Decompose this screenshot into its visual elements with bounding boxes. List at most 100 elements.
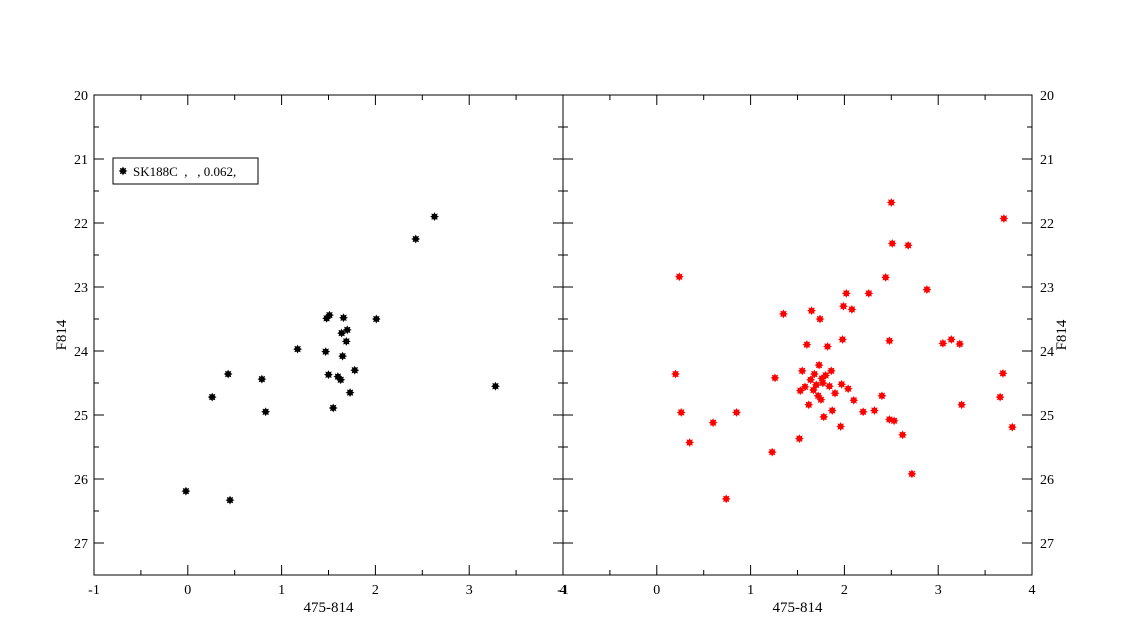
data-point xyxy=(324,370,333,380)
data-point xyxy=(869,406,879,415)
data-point xyxy=(814,360,824,370)
data-point xyxy=(819,412,829,422)
data-point xyxy=(674,272,684,282)
data-point xyxy=(350,365,360,375)
y-tick-label: 20 xyxy=(1040,89,1054,104)
x-tick-label: 3 xyxy=(466,583,473,598)
y-tick-label: 26 xyxy=(1040,473,1054,488)
y-tick-label: 25 xyxy=(74,409,88,424)
data-point xyxy=(721,494,731,504)
y-tick-label: 24 xyxy=(74,345,88,360)
x-tick-label: 1 xyxy=(747,583,754,598)
data-point xyxy=(957,400,967,410)
data-point xyxy=(802,340,812,350)
data-point xyxy=(841,288,851,298)
data-point xyxy=(1007,422,1017,432)
data-point xyxy=(886,198,896,207)
x-tick-label: 1 xyxy=(278,583,285,598)
data-point xyxy=(811,380,821,390)
data-point xyxy=(889,416,899,426)
data-point xyxy=(838,335,847,344)
data-point xyxy=(257,374,267,384)
data-point xyxy=(345,388,355,398)
y-tick-label: 26 xyxy=(74,473,88,488)
data-point xyxy=(676,407,686,417)
data-point xyxy=(836,422,846,431)
data-point xyxy=(261,407,271,417)
data-point xyxy=(823,342,832,351)
legend-box xyxy=(112,157,259,185)
data-point xyxy=(877,391,887,401)
data-point xyxy=(337,328,347,338)
data-point xyxy=(816,395,826,405)
data-point xyxy=(225,495,235,505)
legend-marker xyxy=(118,166,128,176)
data-point xyxy=(770,373,780,383)
data-point xyxy=(767,447,777,457)
data-point xyxy=(843,384,853,394)
y-tick-label: 22 xyxy=(74,217,88,232)
data-point xyxy=(864,288,874,298)
data-point xyxy=(821,370,831,380)
data-point xyxy=(815,314,825,324)
y-tick-label: 27 xyxy=(74,537,88,552)
data-point xyxy=(807,306,817,316)
data-point xyxy=(847,304,857,314)
y-axis-label: F814 xyxy=(54,319,70,350)
x-tick-label: 2 xyxy=(372,583,379,598)
y-tick-label: 22 xyxy=(1040,217,1054,232)
y-tick-label: 25 xyxy=(1040,409,1054,424)
data-point xyxy=(491,381,500,391)
data-point xyxy=(804,400,814,410)
data-point xyxy=(884,336,894,346)
data-point xyxy=(778,309,788,319)
y-tick-label: 24 xyxy=(1040,345,1054,360)
data-point xyxy=(839,301,848,311)
data-point xyxy=(223,369,233,379)
y-tick-label: 21 xyxy=(1040,153,1054,168)
x-tick-label: -1 xyxy=(88,583,100,598)
data-point xyxy=(995,392,1005,402)
data-point xyxy=(328,403,338,413)
data-point xyxy=(411,234,421,244)
data-point xyxy=(371,314,381,324)
x-tick-label: 4 xyxy=(560,583,567,598)
x-axis-label: 475-814 xyxy=(773,600,823,616)
y-tick-label: 23 xyxy=(1040,281,1054,296)
data-point xyxy=(293,344,302,354)
data-point xyxy=(837,379,847,389)
data-point xyxy=(998,368,1008,378)
data-point xyxy=(800,382,810,392)
data-point xyxy=(938,338,948,348)
data-point xyxy=(324,310,334,320)
data-point xyxy=(671,369,681,379)
data-point xyxy=(898,430,908,440)
x-tick-label: 2 xyxy=(841,583,848,598)
data-point xyxy=(922,285,932,295)
data-point xyxy=(338,351,348,361)
x-tick-label: 0 xyxy=(184,583,191,598)
data-point xyxy=(809,369,819,379)
x-axis-label: 475-814 xyxy=(304,600,354,616)
data-point xyxy=(858,407,868,417)
data-point xyxy=(342,325,352,335)
data-point xyxy=(849,395,859,405)
data-point xyxy=(830,388,840,398)
legend-label: SK188C , , 0.062, xyxy=(133,164,236,179)
data-point xyxy=(341,336,351,346)
data-point xyxy=(827,406,837,415)
y-tick-label: 20 xyxy=(74,89,88,104)
data-point xyxy=(732,407,741,417)
data-point xyxy=(903,240,913,250)
data-point xyxy=(946,335,956,344)
y-axis-label: F814 xyxy=(1054,319,1070,350)
data-point xyxy=(999,214,1009,223)
data-point xyxy=(955,339,965,349)
data-point xyxy=(824,381,834,391)
data-point xyxy=(336,375,346,385)
y-tick-label: 27 xyxy=(1040,537,1054,552)
data-point xyxy=(818,378,828,388)
data-point xyxy=(887,239,897,248)
